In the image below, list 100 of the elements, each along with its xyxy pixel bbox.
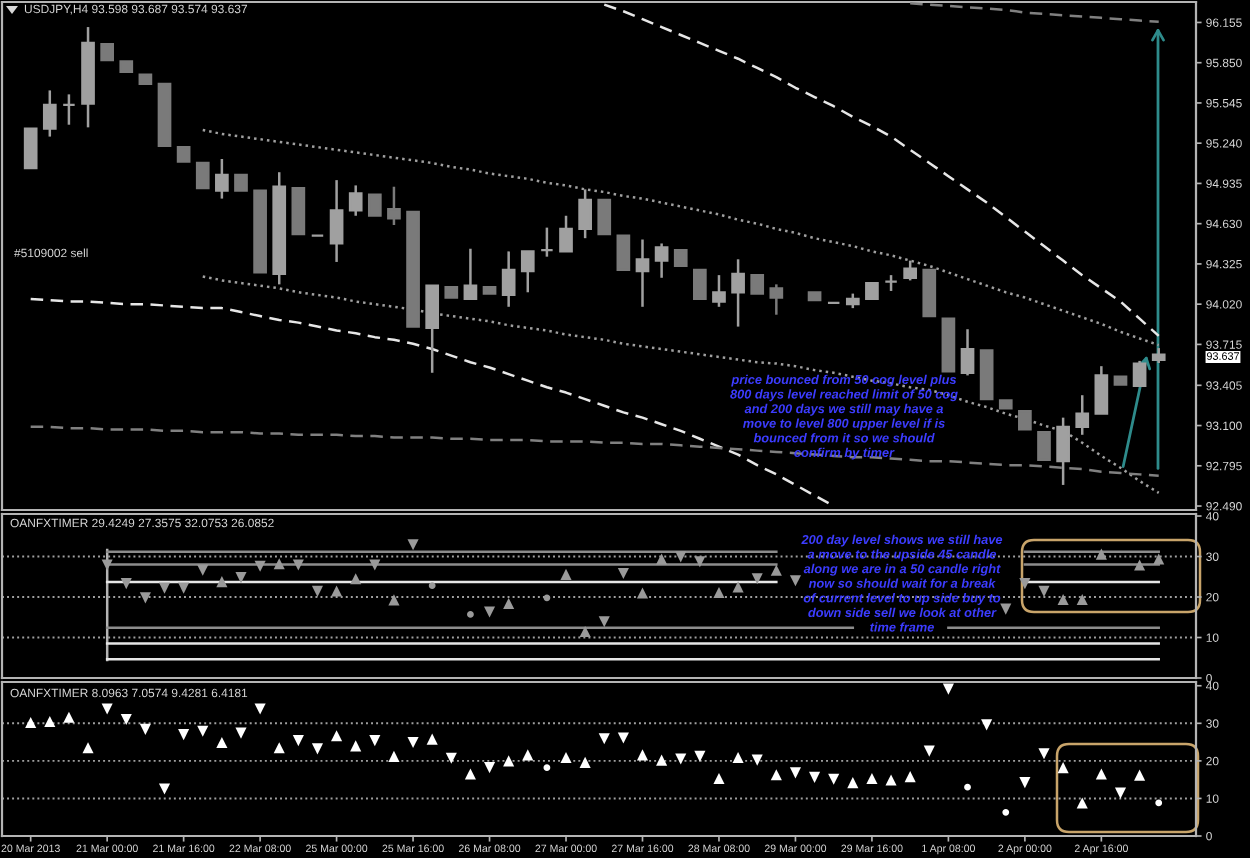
point (770, 564, 782, 576)
candlestick (540, 226, 554, 258)
line-series (201, 275, 1160, 495)
point (1038, 585, 1050, 597)
point (904, 771, 916, 783)
point (101, 559, 113, 571)
candlestick (501, 250, 516, 309)
point (579, 625, 591, 637)
point (1057, 762, 1069, 774)
point (1134, 559, 1146, 571)
candlestick (367, 193, 382, 217)
point (617, 567, 629, 580)
point (1095, 548, 1107, 560)
point (809, 771, 821, 783)
point (694, 750, 706, 762)
candlestick (348, 184, 363, 218)
point (1076, 797, 1088, 809)
candlestick (635, 238, 650, 309)
point (467, 611, 474, 618)
point (331, 730, 343, 742)
candlestick (42, 89, 57, 138)
candlestick (578, 188, 592, 240)
point (656, 754, 668, 766)
point (407, 736, 419, 749)
point (656, 553, 668, 565)
candlestick (195, 161, 210, 190)
candlestick (1075, 393, 1090, 437)
point (598, 616, 610, 628)
point (388, 594, 400, 606)
point (503, 597, 515, 610)
point (369, 735, 381, 747)
candlestick (712, 273, 726, 309)
candlestick (731, 258, 745, 328)
point (1002, 808, 1010, 816)
point (617, 732, 629, 744)
candlestick (1056, 416, 1070, 487)
point (1095, 768, 1107, 780)
point (369, 559, 381, 571)
point (560, 568, 572, 580)
point (981, 719, 993, 731)
point (216, 576, 228, 588)
candlestick (903, 259, 918, 282)
point (178, 729, 190, 741)
point (579, 756, 591, 768)
point (235, 727, 247, 739)
point (292, 735, 304, 747)
line-series (908, 2, 1160, 24)
candlestick (1132, 359, 1147, 388)
point (407, 539, 419, 551)
point (311, 743, 324, 755)
point (483, 762, 496, 774)
candlestick (463, 247, 478, 301)
candlestick (960, 327, 975, 377)
point (426, 733, 438, 745)
candlestick (425, 284, 440, 375)
point (694, 556, 706, 568)
candlestick (654, 242, 669, 280)
point (158, 582, 171, 594)
candlestick (769, 283, 784, 316)
point (847, 777, 859, 789)
point (63, 711, 75, 723)
candlestick (23, 127, 38, 170)
point (1134, 769, 1146, 781)
point (964, 783, 971, 791)
candlestick (1094, 364, 1109, 415)
candlestick (291, 186, 306, 236)
point (311, 585, 324, 597)
point (216, 736, 228, 749)
point (254, 560, 266, 572)
point (560, 751, 572, 764)
point (1038, 748, 1050, 760)
point (44, 715, 56, 727)
point (254, 703, 266, 715)
point (789, 575, 802, 587)
point (636, 749, 649, 761)
point (464, 768, 476, 780)
point (675, 551, 687, 563)
point (675, 753, 687, 765)
point (120, 714, 132, 726)
candlestick (1018, 409, 1032, 431)
point (789, 767, 802, 779)
point (1019, 578, 1031, 590)
candlestick (62, 93, 76, 126)
point (82, 742, 94, 754)
point (158, 783, 171, 795)
point (732, 751, 744, 764)
point (139, 592, 151, 604)
candlestick (1037, 431, 1051, 461)
point (1114, 787, 1127, 799)
point (543, 594, 551, 602)
point (598, 733, 610, 745)
point (139, 723, 151, 735)
point (1155, 799, 1163, 807)
point (1019, 777, 1031, 789)
point (713, 587, 725, 599)
candlestick (559, 214, 573, 253)
point (120, 578, 132, 590)
line-series (603, 3, 1160, 338)
point (732, 581, 744, 593)
point (866, 772, 878, 785)
